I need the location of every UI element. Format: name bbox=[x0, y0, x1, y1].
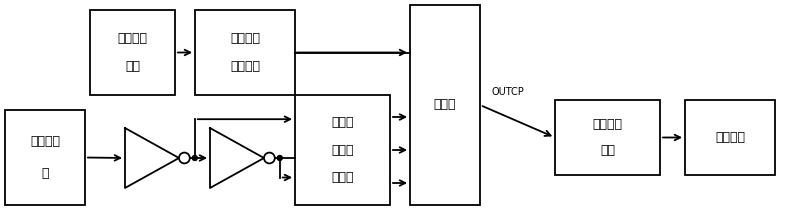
Bar bbox=[195, 10, 295, 95]
Bar bbox=[555, 100, 660, 175]
Bar bbox=[685, 100, 775, 175]
Text: 器: 器 bbox=[42, 167, 49, 180]
Text: 非交叠: 非交叠 bbox=[331, 116, 354, 129]
Text: 射频开关: 射频开关 bbox=[715, 131, 745, 144]
Text: 电路: 电路 bbox=[125, 60, 140, 73]
Text: 电荷泵: 电荷泵 bbox=[434, 98, 456, 111]
Bar bbox=[90, 10, 175, 95]
Text: 电平转换: 电平转换 bbox=[593, 118, 623, 131]
Circle shape bbox=[277, 155, 283, 161]
Text: 带隙基准: 带隙基准 bbox=[118, 32, 148, 45]
Bar bbox=[410, 5, 480, 205]
Text: 环形振荡: 环形振荡 bbox=[30, 135, 60, 148]
Text: 低压差线: 低压差线 bbox=[230, 32, 260, 45]
Bar bbox=[295, 95, 390, 205]
Circle shape bbox=[192, 155, 197, 161]
Bar bbox=[5, 110, 85, 205]
Text: OUTCP: OUTCP bbox=[491, 87, 524, 97]
Text: 时钟产: 时钟产 bbox=[331, 144, 354, 157]
Text: 生电路: 生电路 bbox=[331, 171, 354, 184]
Text: 性稳压器: 性稳压器 bbox=[230, 60, 260, 73]
Text: 电路: 电路 bbox=[600, 144, 615, 157]
